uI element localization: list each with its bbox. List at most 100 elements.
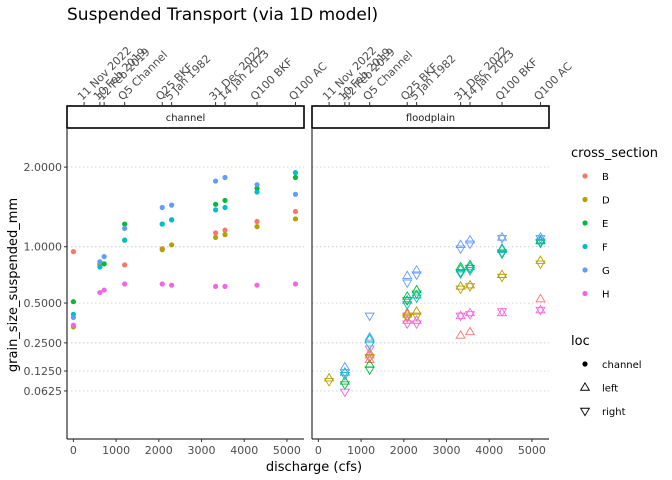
y-axis: 0.0625 0.1250 0.2500 0.5000 1.0000 2.0000 [24, 161, 67, 398]
data-point-H-channel [159, 281, 165, 287]
data-point-G-left [402, 270, 413, 280]
data-point-B-left [535, 293, 546, 303]
legend-label: channel [602, 360, 642, 371]
data-point-G-left [455, 239, 466, 249]
data-point-E-right [364, 366, 375, 376]
data-point-E-right [496, 250, 508, 260]
data-point-G-right [464, 240, 476, 250]
data-point-G-right [496, 235, 508, 244]
data-point-G-channel [159, 204, 165, 211]
x-tick-label: 5000 [273, 444, 301, 457]
data-point-B-channel [122, 262, 128, 268]
data-point-F-left [496, 244, 508, 253]
data-point-E-right [455, 269, 466, 278]
x-tick-label: 3000 [433, 444, 461, 457]
data-point-H-channel [213, 283, 219, 290]
data-point-D-channel [292, 216, 299, 222]
data-point-F-left [402, 294, 413, 304]
data-point-H-right [496, 308, 508, 317]
data-point-F-right [535, 238, 546, 248]
data-point-F-channel [169, 217, 175, 223]
data-point-G-right [402, 279, 413, 289]
data-point-D-right [535, 260, 546, 270]
data-point-F-channel [292, 170, 299, 176]
data-point-D-right [464, 283, 476, 292]
x-tick-label: 3000 [188, 444, 216, 457]
data-point-H-channel [122, 281, 128, 287]
data-point-F-left [464, 261, 476, 271]
data-point-D-left [535, 255, 546, 264]
legend-label: G [602, 266, 610, 277]
x-axis: 0 1000 2000 3000 4000 5000 0 1000 2000 3000 4000 50… [70, 439, 546, 457]
data-point-H-channel [70, 322, 77, 328]
data-point-D-right [364, 354, 375, 363]
legend-key-E [582, 220, 588, 226]
data-point-H-left [411, 315, 422, 324]
data-point-H-right [402, 320, 413, 330]
data-point-D-left [411, 305, 422, 315]
data-point-G-left [339, 361, 351, 371]
data-point-F-channel [97, 264, 103, 270]
data-point-G-right [455, 245, 466, 255]
x-tick-label: 4000 [475, 444, 503, 457]
data-point-G-left [496, 231, 508, 241]
chart-title: Suspended Transport (via 1D model) [67, 5, 378, 25]
data-point-E-right [339, 381, 351, 391]
data-point-E-left [455, 261, 466, 271]
y-tick-label: 0.2500 [24, 337, 63, 350]
data-point-E-channel [222, 197, 228, 204]
data-point-B-channel [70, 249, 77, 255]
data-point-E-channel [292, 174, 299, 181]
data-point-E-right [464, 264, 476, 274]
data-points [70, 170, 546, 398]
data-point-H-right [464, 311, 476, 320]
x-tick-label: 4000 [230, 444, 258, 457]
data-point-H-left [402, 315, 413, 324]
legend-key-left [579, 382, 591, 391]
data-point-H-left [535, 304, 546, 314]
data-point-G-channel [254, 182, 260, 188]
data-point-E-channel [101, 261, 107, 267]
data-point-F-channel [122, 237, 128, 243]
x-tick-label: 0 [70, 444, 77, 457]
data-point-G-left [364, 331, 375, 341]
data-point-E-channel [254, 185, 260, 191]
data-point-H-channel [292, 281, 299, 287]
data-point-F-right [464, 267, 476, 276]
legend-key-D [582, 196, 588, 203]
data-point-H-right [364, 345, 375, 355]
legend-label: B [602, 172, 609, 183]
data-point-F-left [455, 263, 466, 273]
legend-key-G [582, 267, 588, 273]
facet-label: channel [166, 113, 206, 124]
y-tick-label: 0.5000 [24, 297, 63, 310]
data-point-G-left [411, 264, 422, 274]
legend-title-cross-section: cross_section [571, 146, 658, 161]
y-tick-label: 2.0000 [24, 161, 63, 174]
data-point-F-right [496, 249, 508, 259]
data-point-F-left [339, 366, 351, 376]
data-point-G-right [339, 369, 351, 378]
y-tick-label: 0.1250 [24, 365, 63, 378]
data-point-H-channel [97, 289, 103, 296]
y-tick-label: 1.0000 [24, 241, 63, 254]
data-point-D-right [411, 312, 422, 322]
legend-label: F [602, 243, 608, 254]
data-point-B-channel [222, 227, 228, 233]
legend-label: E [602, 219, 608, 230]
data-point-D-channel [169, 242, 175, 248]
data-point-H-channel [222, 283, 228, 290]
data-point-H-channel [169, 282, 175, 288]
legend-label: D [602, 196, 610, 207]
legend-label: H [602, 290, 610, 301]
data-point-F-right [402, 301, 413, 310]
data-point-D-left [464, 279, 476, 289]
legend-key-channel [582, 361, 588, 367]
data-point-E-channel [70, 299, 77, 305]
legend-key-B [582, 173, 588, 179]
data-point-E-left [402, 290, 413, 300]
data-point-G-left [464, 234, 476, 244]
